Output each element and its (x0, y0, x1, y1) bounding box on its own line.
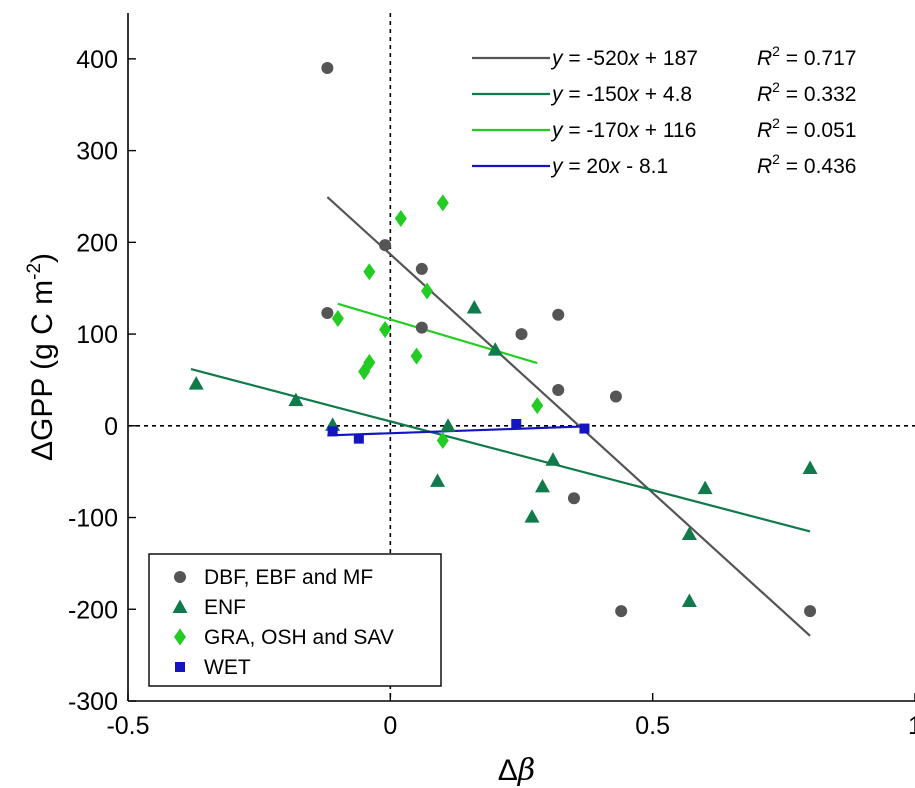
data-point-s1-1 (321, 62, 334, 75)
data-point-s1-5 (415, 321, 428, 334)
data-point-s4-1 (327, 426, 338, 437)
equation-text-4: y = 20x - 8.1 (550, 155, 668, 178)
r-squared-text-4: R2 = 0.436 (757, 151, 856, 178)
data-point-s4-4 (579, 423, 590, 434)
equation-legend: y = -520x + 187 R2 = 0.717 y = -150x + 4.8… (472, 43, 856, 178)
x-tick-labels: -0.5 0 0.5 1 (106, 712, 915, 740)
legend-marker-1 (174, 571, 186, 583)
fit-line-series-1 (326, 196, 811, 637)
data-point-s3-10 (436, 431, 449, 449)
x-tick-label: 0 (383, 712, 397, 740)
x-tick-label: 1 (908, 712, 915, 740)
data-point-s3-11 (531, 397, 544, 415)
axis-labels: Δβ ΔGPP (g C m-2) (24, 253, 535, 788)
x-tick-label: -0.5 (106, 712, 149, 740)
data-point-s3-5 (421, 282, 434, 300)
data-point-s3-1 (331, 309, 344, 327)
y-tick-label: -300 (68, 688, 118, 716)
data-point-s1-10 (567, 492, 580, 505)
legend-marker-2 (172, 599, 188, 613)
data-point-s1-3 (379, 239, 392, 252)
legend-marker-3 (174, 628, 186, 646)
y-tick-label: 400 (76, 46, 118, 74)
x-axis-label: Δβ (498, 753, 535, 788)
equation-text-1: y = -520x + 187 (550, 47, 698, 70)
legend-marker-4 (175, 662, 185, 672)
data-point-s2-7 (487, 342, 503, 356)
data-point-s1-2 (321, 306, 334, 319)
r-squared-text-3: R2 = 0.051 (757, 115, 856, 142)
legend-label-3: GRA, OSH and SAV (204, 626, 394, 649)
legend-label-2: ENF (204, 596, 246, 619)
data-point-s3-9 (363, 354, 376, 372)
data-point-s3-3 (394, 209, 407, 227)
data-point-s3-7 (410, 347, 423, 365)
data-point-s2-6 (466, 299, 482, 314)
x-tick-label: 0.5 (635, 712, 670, 740)
data-point-s2-5 (430, 473, 446, 487)
data-point-s4-2 (353, 433, 364, 444)
y-axis-label: ΔGPP (g C m-2) (24, 253, 59, 461)
equation-text-2: y = -150x + 4.8 (550, 83, 692, 106)
y-tick-label: 0 (104, 413, 118, 441)
r-squared-text-1: R2 = 0.717 (757, 43, 856, 70)
data-point-s2-8 (545, 452, 561, 466)
data-point-s1-7 (552, 308, 565, 321)
zero-lines (128, 13, 915, 701)
equation-text-3: y = -170x + 116 (550, 119, 696, 142)
y-tick-label: -100 (68, 505, 118, 533)
data-point-s2-10 (524, 509, 540, 523)
data-point-s2-14 (802, 460, 818, 474)
data-point-s1-11 (615, 605, 628, 618)
y-tick-labels: -300 -200 -100 0 100 200 300 400 (68, 46, 118, 716)
data-point-s3-6 (379, 320, 392, 338)
fit-line-series-3 (337, 302, 538, 365)
fit-line-series-4 (327, 425, 585, 437)
data-point-s2-2 (288, 392, 304, 407)
y-tick-label: -200 (68, 596, 118, 624)
data-point-s3-4 (436, 194, 449, 212)
data-point-s2-13 (697, 480, 713, 495)
data-point-s2-12 (681, 593, 697, 608)
data-point-s4-3 (511, 418, 522, 429)
data-point-s2-11 (681, 526, 697, 541)
legend-box (148, 553, 442, 687)
data-point-s2-4 (440, 418, 456, 432)
data-point-s1-9 (609, 390, 622, 403)
axes (127, 13, 915, 702)
data-point-s2-9 (534, 478, 550, 493)
legend-label-4: WET (204, 656, 251, 679)
marker-legend: DBF, EBF and MF ENF GRA, OSH and SAV WET (148, 553, 442, 687)
r-squared-text-2: R2 = 0.332 (757, 79, 856, 106)
data-markers (188, 62, 818, 618)
data-point-s1-12 (804, 605, 817, 618)
data-point-s1-6 (515, 328, 528, 341)
y-tick-label: 100 (76, 321, 118, 349)
legend-label-1: DBF, EBF and MF (204, 566, 373, 589)
data-point-s3-2 (363, 263, 376, 281)
y-tick-label: 200 (76, 229, 118, 257)
data-point-s1-8 (552, 384, 565, 397)
data-point-s1-4 (415, 262, 428, 275)
data-point-s2-1 (188, 376, 204, 390)
y-tick-label: 300 (76, 138, 118, 166)
